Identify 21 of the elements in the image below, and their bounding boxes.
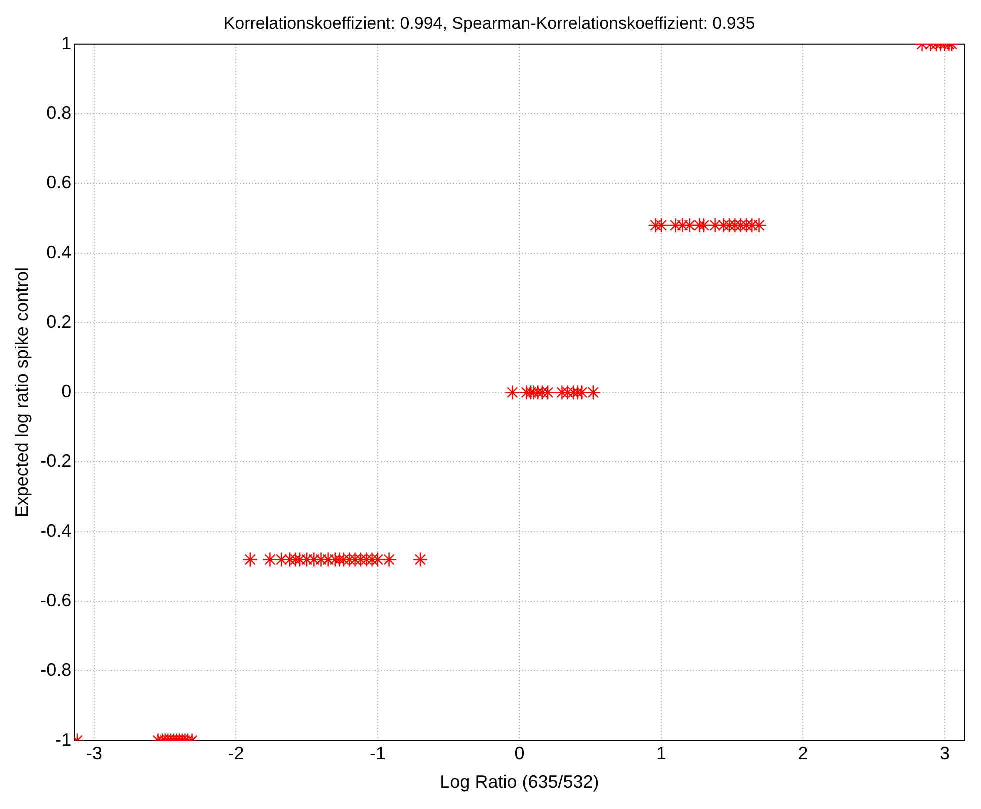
y-tick-label: -0.4 — [40, 520, 72, 541]
x-tick-label: -1 — [370, 744, 386, 764]
x-tick-label: 1 — [656, 744, 666, 764]
y-axis-title: Expected log ratio spike control — [12, 268, 32, 518]
y-tick-label: 0 — [62, 382, 72, 402]
x-tick-label: 3 — [940, 744, 950, 764]
x-tick-label: -3 — [86, 744, 102, 764]
y-tick-label: 0.8 — [46, 103, 72, 124]
chart-title: Korrelationskoeffizient: 0.994, Spearman-Korrelationskoeffizient: 0.935 — [224, 14, 756, 33]
x-tick-label: 0 — [514, 744, 525, 764]
y-tick-label: -0.6 — [40, 590, 72, 610]
y-tick-label: 0.2 — [46, 312, 72, 332]
y-tick-label: 0.4 — [46, 242, 72, 262]
y-tick-label: -0.2 — [40, 451, 72, 472]
y-tick-label: 1 — [62, 33, 72, 54]
y-tick-label: -1 — [56, 730, 72, 750]
x-axis-title: Log Ratio (635/532) — [440, 772, 600, 792]
y-tick-label: 0.6 — [46, 172, 72, 193]
x-tick-label: -2 — [228, 744, 244, 764]
y-tick-label: -0.8 — [40, 660, 72, 680]
x-tick-label: 2 — [798, 744, 808, 764]
